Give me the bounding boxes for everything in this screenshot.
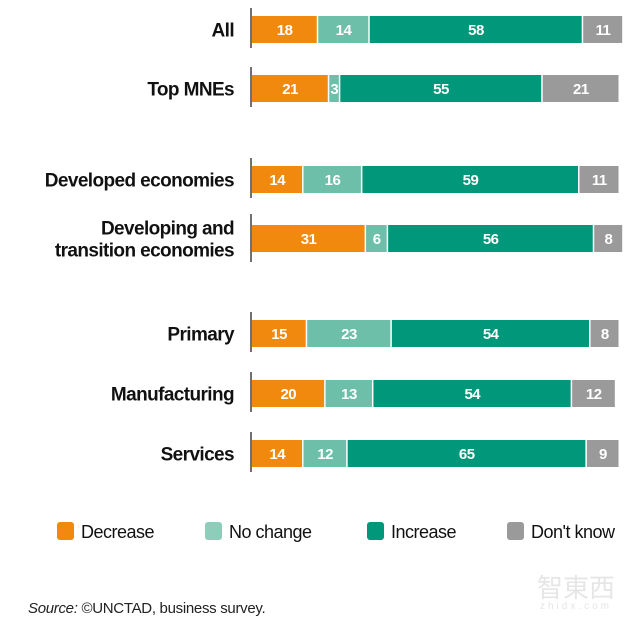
bar-segment-increase [388, 225, 593, 252]
legend-swatch [367, 522, 384, 540]
bar-segment-increase [362, 166, 579, 193]
bar-segment-increase [373, 380, 571, 407]
bar-segment-don-t-know [579, 166, 619, 193]
data-label: 15 [271, 326, 287, 343]
legend-swatch [205, 522, 222, 540]
watermark-main: 智東西 [537, 573, 616, 603]
bar-segment-no-change [307, 320, 391, 347]
bar-segment-decrease [252, 225, 365, 252]
bar-segment-increase [391, 320, 590, 347]
category-label: Primary [167, 325, 235, 346]
data-label: 16 [325, 172, 341, 189]
category-label: Services [161, 445, 234, 466]
legend-swatch [507, 522, 524, 540]
legend-label: Decrease [81, 522, 155, 542]
bar-segment-no-change [325, 380, 372, 407]
data-label: 14 [269, 446, 286, 463]
bar-segment-increase [340, 75, 542, 102]
data-label: 65 [459, 446, 475, 463]
bar-segment-no-change [303, 166, 361, 193]
category-label: Developing and transition economies [55, 219, 234, 262]
bar-segment-no-change [366, 225, 387, 252]
data-label: 13 [341, 386, 357, 403]
data-label: 11 [592, 172, 607, 189]
legend-label: Don't know [531, 522, 616, 542]
data-label: 31 [301, 231, 317, 248]
data-label: 59 [463, 172, 479, 189]
category-label: All [212, 21, 234, 42]
category-label-line: transition economies [55, 241, 234, 262]
legend-label: Increase [391, 522, 457, 542]
bar-segment-decrease [252, 166, 303, 193]
bar-segment-increase [369, 16, 582, 43]
category-label-line: Developing and [101, 219, 234, 240]
watermark-logo: 智東西 zhidx.com [537, 575, 615, 613]
source-text: ©UNCTAD, business survey. [77, 600, 266, 617]
bar-segment-decrease [252, 380, 325, 407]
category-label: Top MNEs [147, 80, 234, 101]
stacked-bar-chart: All 18 14 58 11 Top MNEs 21 3 55 21 Developed econ… [45, 8, 623, 542]
bar-segment-don-t-know [542, 75, 619, 102]
data-label: 3 [330, 81, 338, 98]
watermark-sub: zhidx.com [540, 601, 613, 612]
bar-segment-don-t-know [572, 380, 615, 407]
data-label: 54 [464, 386, 481, 403]
bar-segment-don-t-know [583, 16, 623, 43]
data-label: 9 [599, 446, 607, 463]
source-note: Source: ©UNCTAD, business survey. [28, 600, 266, 617]
data-label: 58 [468, 22, 484, 39]
legend-swatch [57, 522, 74, 540]
bar-segment-no-change [318, 16, 369, 43]
bar-segment-don-t-know [590, 320, 619, 347]
data-label: 6 [373, 231, 381, 248]
data-label: 18 [277, 22, 293, 39]
data-label: 8 [605, 231, 613, 248]
bar-segment-decrease [252, 75, 328, 102]
category-label: Developed economies [45, 171, 234, 192]
bar-segment-decrease [252, 16, 317, 43]
bar-segment-no-change [329, 75, 339, 102]
data-label: 12 [586, 386, 602, 403]
data-label: 8 [601, 326, 609, 343]
bar-segment-decrease [252, 440, 303, 467]
bar-segment-no-change [303, 440, 347, 467]
bar-segment-don-t-know [594, 225, 623, 252]
data-label: 11 [596, 22, 611, 39]
data-label: 55 [433, 81, 449, 98]
data-label: 56 [483, 231, 499, 248]
data-label: 21 [573, 81, 589, 98]
data-label: 14 [336, 22, 353, 39]
legend-label: No change [229, 522, 312, 542]
data-label: 23 [341, 326, 357, 343]
data-label: 54 [483, 326, 500, 343]
data-label: 20 [280, 386, 296, 403]
bar-segment-decrease [252, 320, 306, 347]
category-label: Manufacturing [111, 385, 234, 406]
data-label: 21 [282, 81, 298, 98]
data-label: 14 [269, 172, 286, 189]
bar-segment-don-t-know [586, 440, 619, 467]
data-label: 12 [317, 446, 333, 463]
bar-segment-increase [347, 440, 586, 467]
source-prefix: Source: [28, 600, 78, 617]
